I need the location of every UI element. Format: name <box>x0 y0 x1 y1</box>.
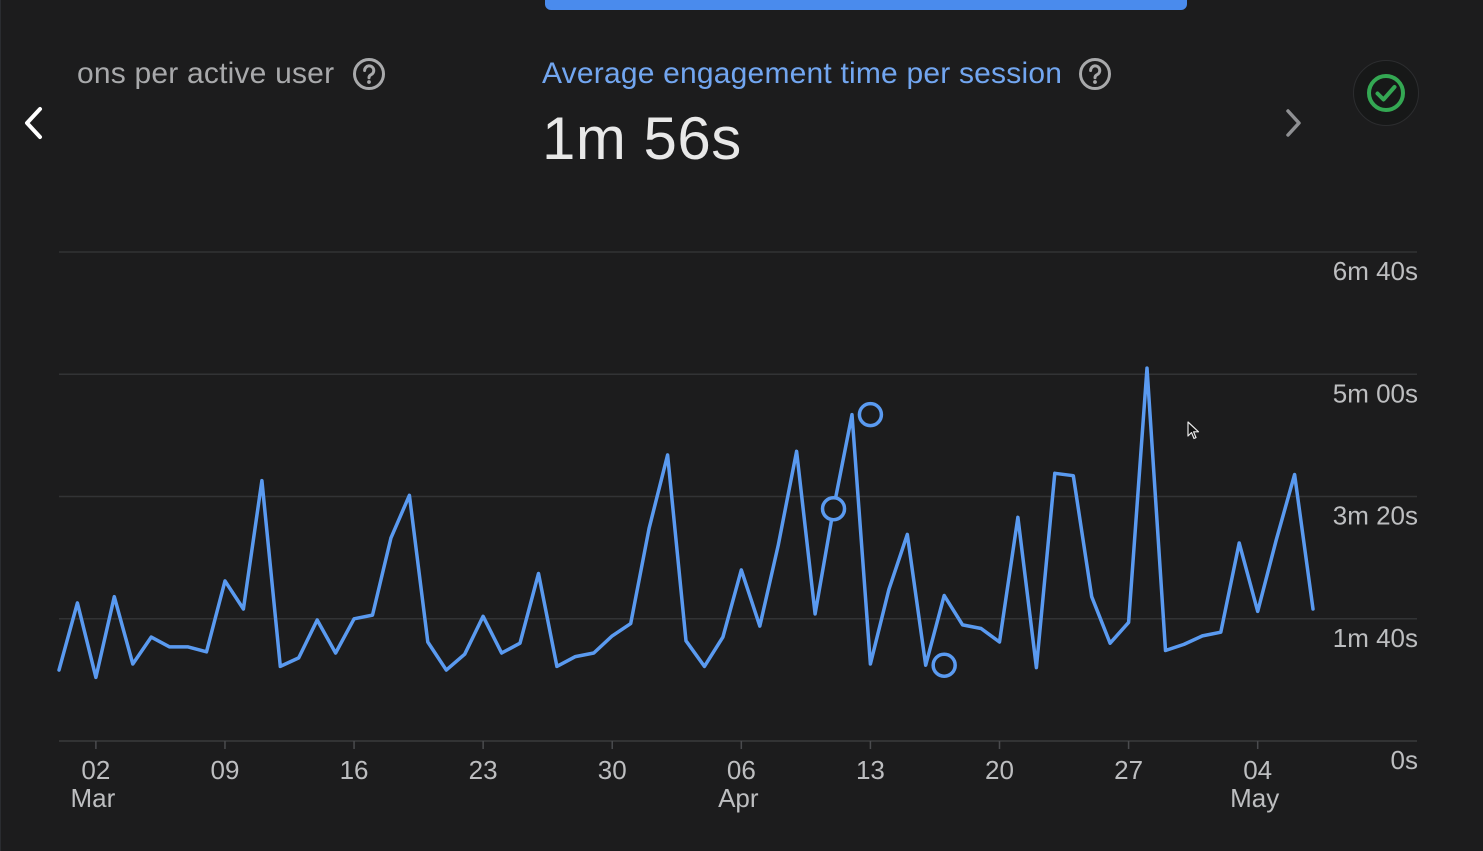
mouse-cursor-icon <box>1187 421 1200 440</box>
series-layer <box>57 366 1315 680</box>
active-metric-title: Average engagement time per session <box>542 57 1063 90</box>
help-icon[interactable] <box>352 57 386 91</box>
x-tick-label: 16 <box>340 755 369 785</box>
y-tick-label: 1m 40s <box>1333 623 1418 653</box>
x-tick-label: 02 <box>81 755 110 785</box>
previous-card-button[interactable] <box>13 98 53 148</box>
active-tab-indicator <box>545 0 1187 10</box>
x-tick-label: 20 <box>985 755 1014 785</box>
x-tick-label: 30 <box>598 755 627 785</box>
x-month-label: Mar <box>70 783 115 813</box>
x-tick-label: 27 <box>1114 755 1143 785</box>
y-tick-label: 5m 00s <box>1333 378 1418 408</box>
check-circle-icon <box>1367 74 1405 112</box>
x-tick-label: 06 <box>727 755 756 785</box>
x-month-label: May <box>1230 783 1279 813</box>
status-badge[interactable] <box>1353 60 1419 126</box>
data-point-marker[interactable] <box>820 495 847 522</box>
y-axis-ticks: 6m 40s 5m 00s 3m 20s 1m 40s 0s <box>1333 256 1418 775</box>
x-tick-label: 23 <box>469 755 498 785</box>
chevron-left-icon <box>25 107 42 139</box>
y-tick-label: 6m 40s <box>1333 256 1418 286</box>
y-tick-label: 3m 20s <box>1333 501 1418 531</box>
metric-card-active[interactable]: Average engagement time per session 1m 5… <box>542 54 1112 174</box>
previous-metric-title: ons per active user <box>77 57 335 90</box>
x-tick-label: 13 <box>856 755 885 785</box>
data-point-marker[interactable] <box>857 401 884 428</box>
chevron-right-icon <box>1286 109 1301 137</box>
next-card-button[interactable] <box>1273 98 1313 148</box>
x-month-label: Apr <box>718 783 759 813</box>
series-line <box>57 366 1315 680</box>
grid-lines <box>59 251 1417 742</box>
metric-card-previous[interactable]: ons per active user <box>77 54 386 94</box>
x-tick-label: 09 <box>211 755 240 785</box>
metric-value: 1m 56s <box>542 105 742 172</box>
help-icon[interactable] <box>1078 57 1112 91</box>
x-tick-label: 04 <box>1243 755 1272 785</box>
data-point-marker[interactable] <box>931 652 957 678</box>
y-tick-label: 0s <box>1391 745 1418 775</box>
